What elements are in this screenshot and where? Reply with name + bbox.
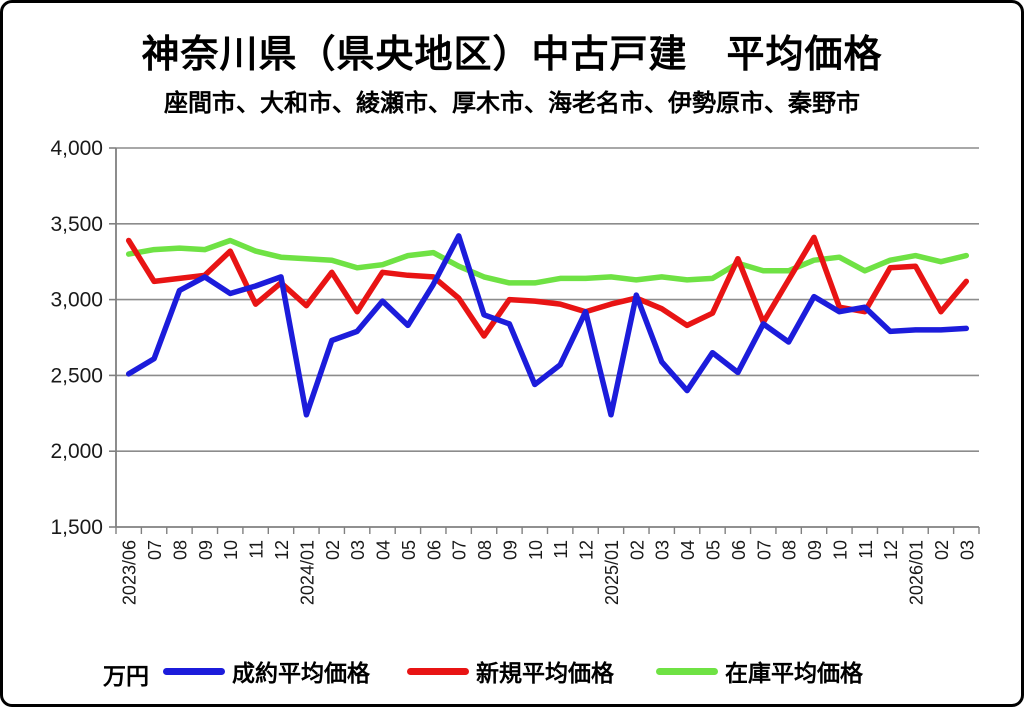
legend-swatch-green [656,667,718,675]
legend-label: 新規平均価格 [476,660,614,686]
x-tick-label: 2025/01 [602,540,622,605]
x-tick-label: 2023/06 [120,540,140,605]
y-axis-labels: 1,500 2,000 2,500 3,000 3,500 4,000 [50,137,103,539]
x-tick-label: 06 [729,540,749,560]
x-tick-label: 11 [856,540,876,559]
x-tick-label: 02 [932,540,952,560]
x-tick-label: 10 [526,540,546,560]
chart-title: 神奈川県（県央地区）中古戸建 平均価格 [141,34,883,76]
x-tick-label: 08 [170,540,190,560]
y-tick-label: 1,500 [50,516,103,539]
x-tick-label: 09 [500,540,520,560]
y-tick-label: 3,500 [50,213,103,236]
x-tick-label: 06 [424,540,444,560]
y-axis-unit-label: 万円 [103,663,149,689]
legend-swatch-blue [163,667,225,675]
legend-item-zaiko: 在庫平均価格 [656,653,863,689]
x-tick-label: 05 [703,540,723,560]
legend: 万円 成約平均価格 新規平均価格 在庫平均価格 [3,653,1021,693]
y-tick-label: 2,500 [50,364,103,387]
x-tick-label: 12 [577,540,597,560]
x-tick-label: 07 [145,540,165,560]
legend-item-keiyaku: 成約平均価格 [163,653,370,689]
y-tick-label: 3,000 [50,289,103,312]
legend-label: 在庫平均価格 [725,660,863,686]
x-tick-label: 07 [450,540,470,560]
x-tick-label: 08 [475,540,495,560]
series-line-0 [125,233,970,418]
gridlines [116,147,979,453]
legend-item-shinki: 新規平均価格 [407,653,614,689]
x-tick-label: 03 [653,540,673,560]
x-tick-label: 04 [678,540,698,560]
x-tick-label: 11 [551,540,571,559]
x-tick-label: 07 [754,540,774,560]
legend-swatch-red [407,667,469,675]
x-tick-label: 03 [957,540,977,560]
x-tick-label: 12 [272,540,292,560]
x-tick-label: 05 [399,540,419,560]
x-tick-label: 2024/01 [297,540,317,605]
legend-label: 成約平均価格 [232,660,370,686]
y-tick-label: 2,000 [50,440,103,463]
x-tick-label: 04 [374,540,394,560]
x-tick-label: 2026/01 [907,540,927,605]
x-tick-label: 10 [221,540,241,560]
x-tick-label: 02 [627,540,647,560]
x-tick-label: 09 [196,540,216,560]
x-tick-label: 11 [247,540,267,559]
series-line-1 [125,234,970,339]
x-tick-label: 09 [805,540,825,560]
y-tick-label: 4,000 [50,137,103,160]
x-tick-label: 03 [348,540,368,560]
x-tick-label: 08 [780,540,800,560]
x-tick-label: 10 [830,540,850,560]
axis-ticks [109,147,980,534]
x-tick-label: 02 [323,540,343,560]
series-line-2 [125,237,970,286]
x-axis-labels: 2023/06 07 08 09 10 11 12 2024/01 02 03 04 05 06 07 08… [120,540,978,605]
x-tick-label: 12 [881,540,901,560]
chart-subtitle: 座間市、大和市、綾瀬市、厚木市、海老名市、伊勢原市、秦野市 [164,90,860,117]
